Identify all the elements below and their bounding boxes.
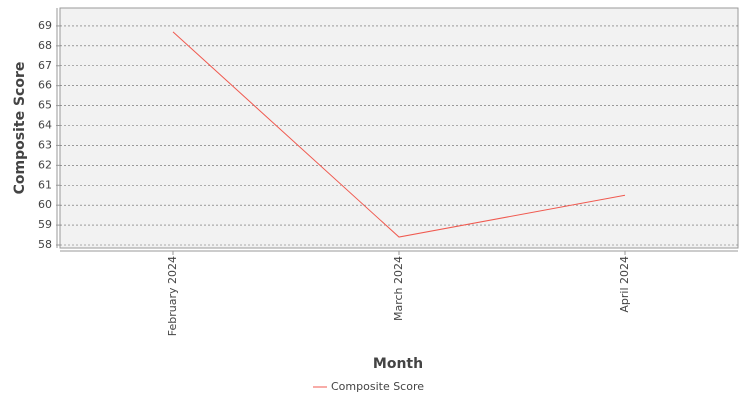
y-tick-label: 68 [38,39,52,52]
y-tick-label: 67 [38,59,52,72]
legend-label: Composite Score [331,380,424,393]
y-axis-title: Composite Score [12,62,28,195]
y-tick-label: 69 [38,19,52,32]
x-tick-label: April 2024 [618,256,631,313]
x-tick-label: March 2024 [392,256,405,321]
y-tick-label: 61 [38,178,52,191]
plot-area [59,7,739,249]
y-tick-label: 64 [38,119,52,132]
y-tick-label: 59 [38,218,52,231]
x-tick-label: February 2024 [166,256,179,336]
y-tick-label: 60 [38,198,52,211]
x-axis-title: Month [373,356,423,372]
y-tick-label: 58 [38,238,52,251]
data-line [172,31,626,238]
y-tick-label: 65 [38,99,52,112]
y-tick-label: 63 [38,138,52,151]
y-tick-label: 66 [38,79,52,92]
y-tick-label: 62 [38,158,52,171]
